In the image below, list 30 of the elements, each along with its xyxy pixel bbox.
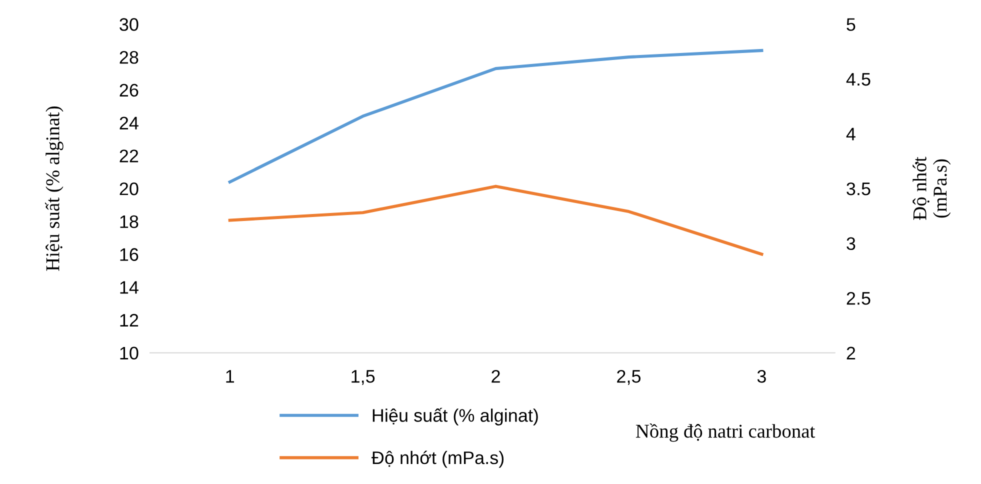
x-axis-title: Nồng độ natri carbonat <box>636 423 816 442</box>
y2-tick-label: 4.5 <box>846 73 870 86</box>
y-tick-label: 28 <box>120 51 138 64</box>
y-tick-label: 24 <box>120 116 138 130</box>
y-tick-label: 18 <box>120 215 138 228</box>
y-tick-label: 10 <box>120 346 138 360</box>
line-series <box>228 184 764 256</box>
x-tick-label: 1,5 <box>352 370 375 385</box>
x-tick-label: 2 <box>492 370 500 383</box>
y2-tick-label: 4 <box>846 128 856 140</box>
y-tick-label: 26 <box>120 84 138 97</box>
y-axis-title: Hiệu suất (% alginat) <box>45 106 64 271</box>
x-tick-label: 2,5 <box>617 370 641 385</box>
y2-tick-label: 5 <box>846 18 856 31</box>
x-tick-label: 3 <box>757 370 766 383</box>
y2-tick-label: 2 <box>846 346 856 360</box>
y-tick-label: 22 <box>120 150 138 162</box>
y2-tick-label: 3.5 <box>846 182 870 196</box>
y2-axis-title: Độ nhớt (mPa.s) <box>912 156 951 220</box>
legend-label: Hiệu suất (% alginat) <box>372 408 538 426</box>
x-tick-label: 1 <box>226 370 234 383</box>
y2-tick-label: 2.5 <box>846 292 870 305</box>
y2-tick-label: 3 <box>846 237 856 250</box>
line-series <box>228 48 764 184</box>
y-tick-label: 16 <box>120 248 138 261</box>
y-tick-label: 30 <box>120 18 138 31</box>
y-tick-label: 14 <box>120 281 138 294</box>
legend-label: Độ nhớt (mPa.s) <box>372 450 504 468</box>
y-tick-label: 12 <box>120 314 138 327</box>
y-tick-label: 20 <box>120 182 138 196</box>
